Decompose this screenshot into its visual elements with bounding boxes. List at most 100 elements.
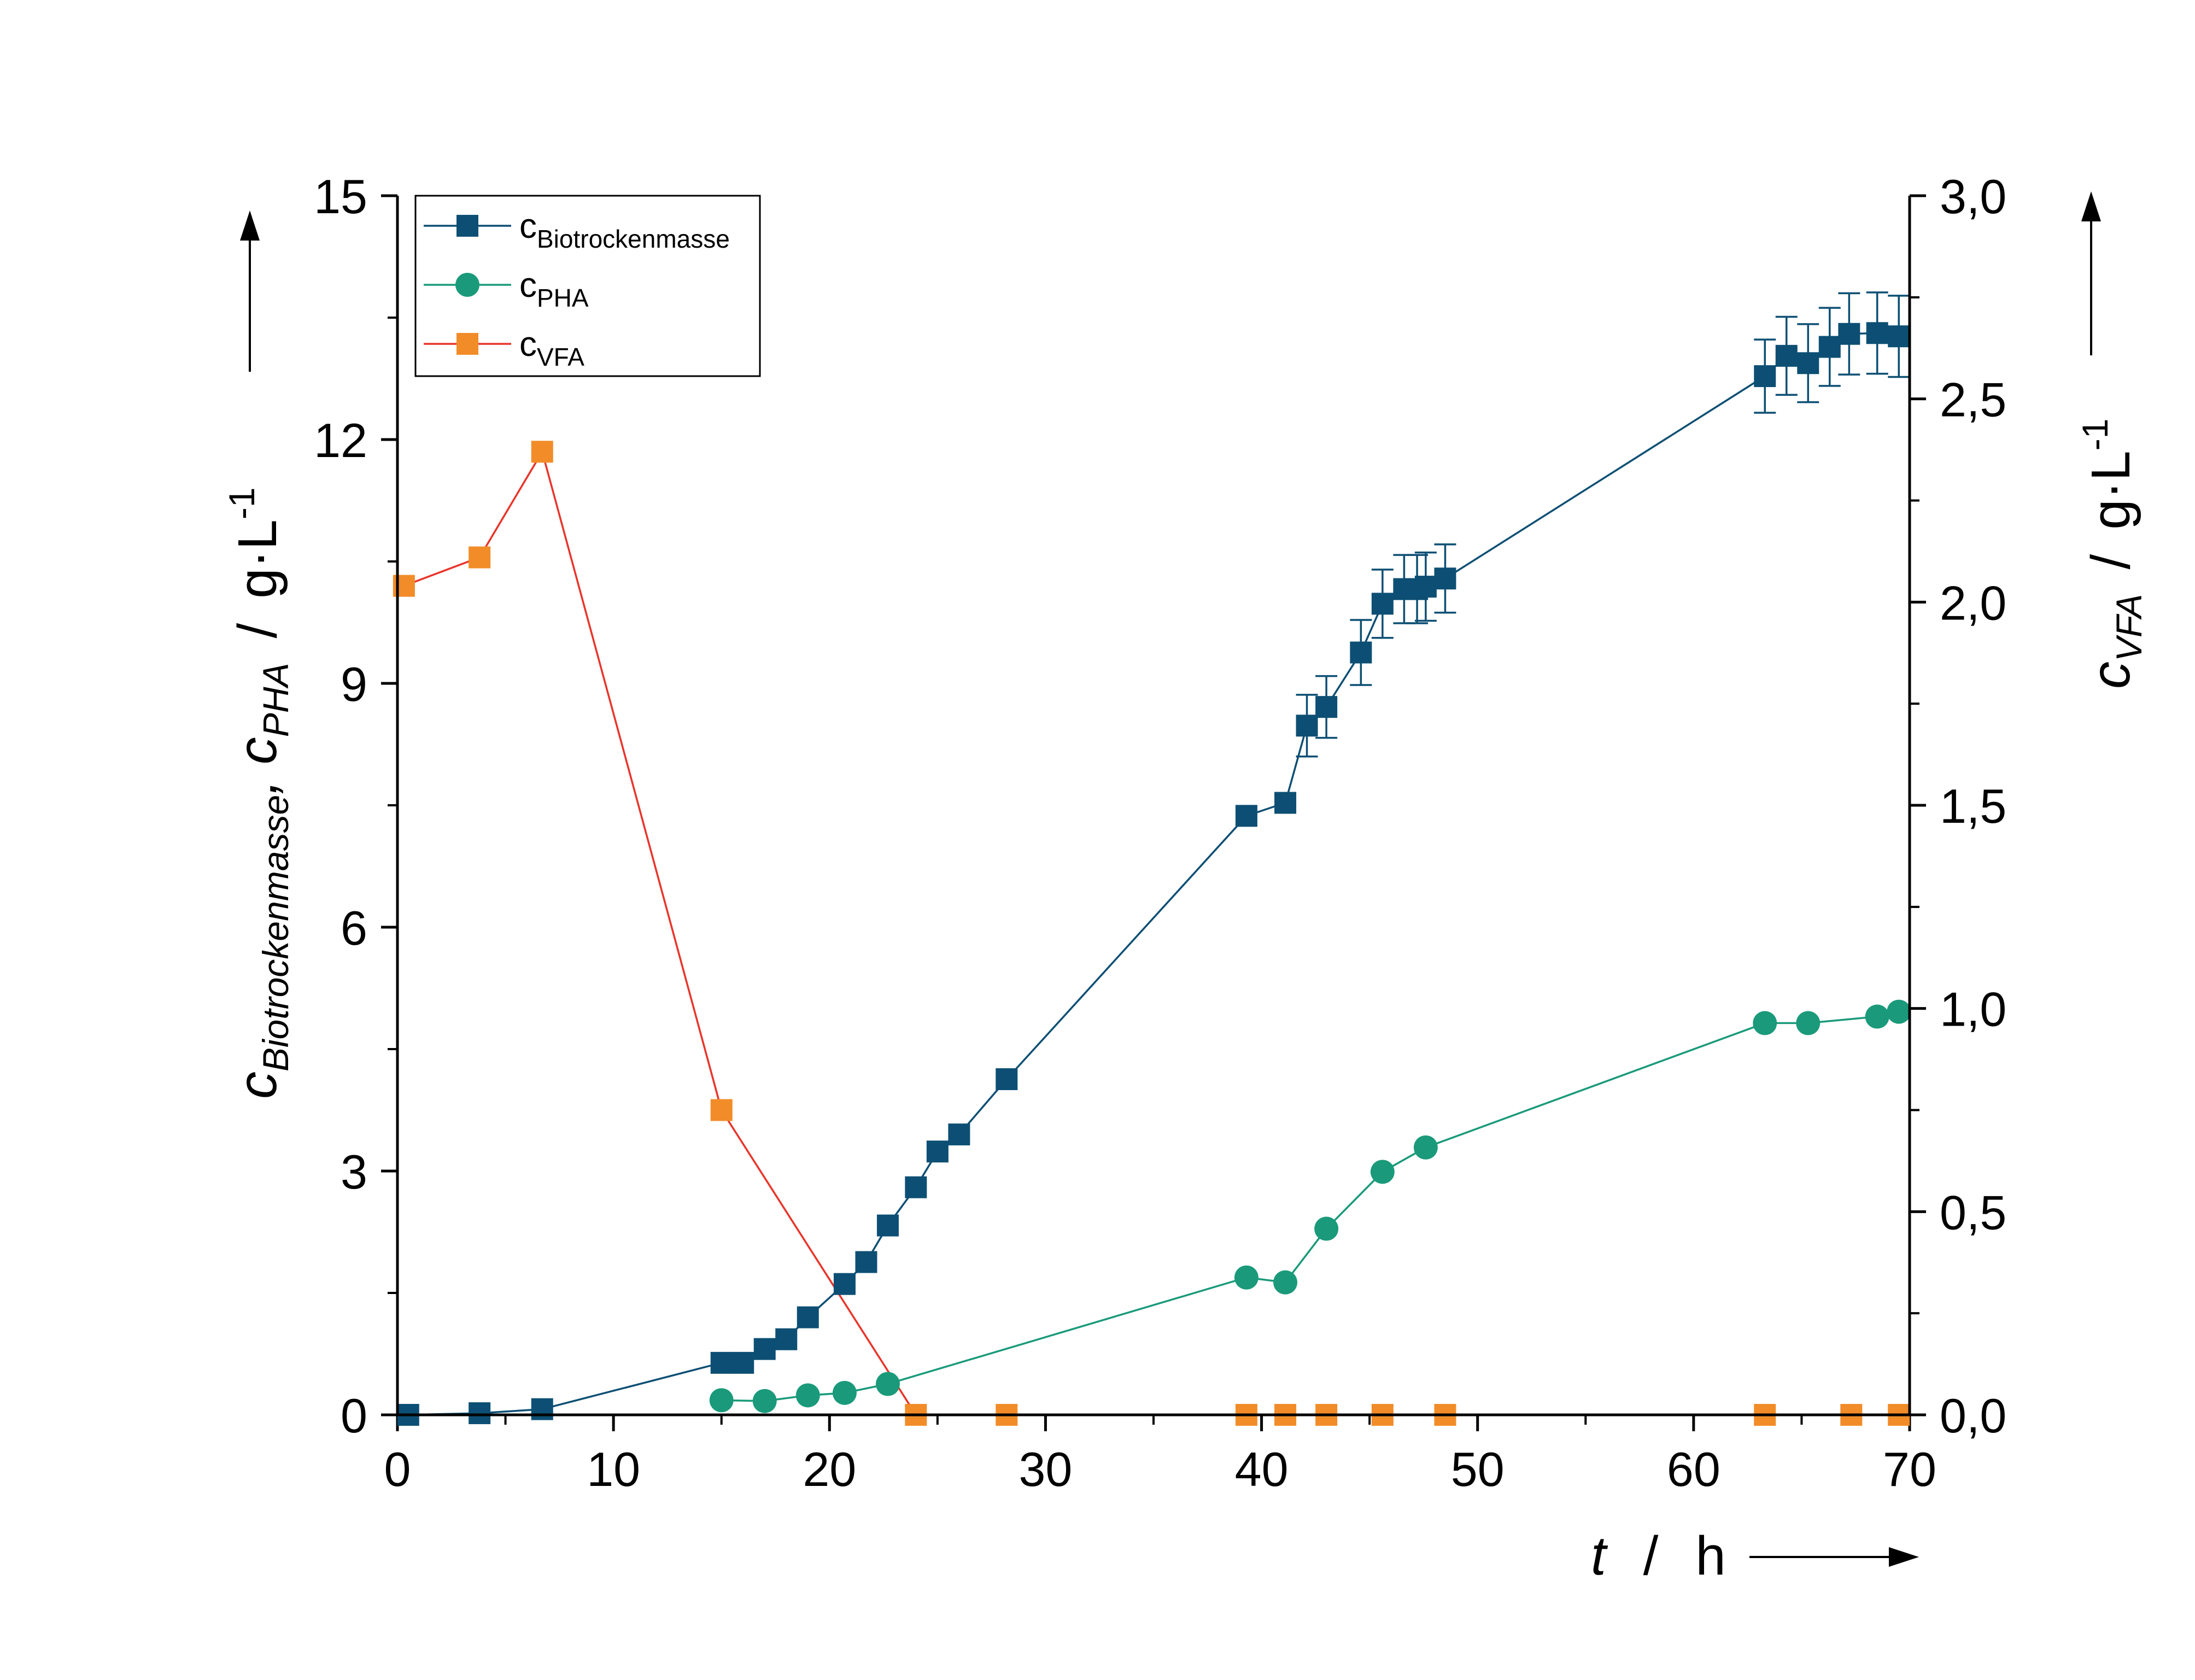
data-point-biotrockenmasse (1274, 792, 1297, 814)
data-point-pha (1370, 1160, 1395, 1184)
tick-labels: 0 10 20 30 40 50 60 70 0 3 6 9 12 15 0,0 0,5 1,0 1,5 2,0 2,… (314, 169, 2006, 1496)
data-point-biotrockenmasse (775, 1328, 798, 1350)
legend-label-base: c (519, 265, 537, 305)
data-point-biotrockenmasse (710, 1351, 733, 1374)
y-left-tick-label: 12 (314, 413, 367, 467)
x-axis-title: t / h (1591, 1525, 1726, 1587)
x-tick-label: 50 (1451, 1442, 1505, 1496)
data-point-biotrockenmasse (797, 1306, 819, 1328)
y-right-arrow-head (2081, 191, 2101, 221)
y-left-unit: g·L (227, 519, 288, 599)
data-point-pha (1753, 1011, 1777, 1035)
x-axis-unit: h (1695, 1525, 1726, 1587)
y-right-tick-label: 0,5 (1940, 1185, 2006, 1239)
legend-label-base: c (519, 206, 537, 245)
data-point-biotrockenmasse (531, 1398, 553, 1420)
y-left-sub2: PHA (255, 663, 296, 737)
legend-label-sub: VFA (537, 343, 584, 371)
data-point-pha (752, 1389, 777, 1413)
data-point-pha (709, 1388, 734, 1413)
x-tick-label: 0 (384, 1442, 411, 1496)
y-right-tick-label: 1,5 (1940, 779, 2006, 833)
x-arrow-head (1889, 1547, 1919, 1567)
data-point-biotrockenmasse (996, 1068, 1018, 1091)
y-right-separator: / (2080, 554, 2141, 570)
legend-label: cPHA (519, 265, 589, 312)
axis-ticks (381, 194, 1926, 1431)
data-point-pha (1314, 1216, 1339, 1241)
y-axis-right-arrow (2081, 191, 2101, 355)
y-right-tick-label: 3,0 (1940, 169, 2006, 224)
y-right-sub: VFA (2109, 594, 2149, 662)
legend-label-sub: Biotrockenmasse (537, 225, 730, 253)
data-point-biotrockenmasse (948, 1123, 970, 1146)
data-point-biotrockenmasse (469, 1402, 491, 1425)
y-left-unit-exp: -1 (221, 487, 262, 519)
legend-marker (455, 273, 479, 297)
y-left-tick-label: 9 (341, 657, 367, 711)
y-left-tick-label: 6 (341, 901, 367, 955)
y-right-tick-label: 2,0 (1940, 576, 2006, 630)
legend-label: cBiotrockenmasse (519, 206, 730, 253)
data-point-biotrockenmasse (1775, 344, 1798, 367)
data-point-biotrockenmasse (905, 1176, 927, 1198)
x-tick-label: 10 (587, 1442, 640, 1496)
data-point-biotrockenmasse (1797, 352, 1819, 374)
x-tick-label: 60 (1667, 1442, 1720, 1496)
data-point-pha (1413, 1135, 1438, 1160)
data-point-pha (795, 1383, 820, 1408)
data-point-biotrockenmasse (1371, 593, 1394, 615)
y-axis-right-title: cVFA / g·L-1 (2075, 419, 2149, 689)
y-right-unit-exp: -1 (2075, 419, 2115, 451)
data-point-pha (1887, 999, 1911, 1024)
data-point-pha (1234, 1265, 1259, 1290)
data-point-biotrockenmasse (753, 1338, 776, 1360)
x-tick-label: 20 (803, 1442, 856, 1496)
y-right-tick-label: 1,0 (1940, 982, 2006, 1037)
data-point-pha (832, 1380, 857, 1405)
y-left-var2: c (227, 737, 288, 764)
y-axis-left-title: cBiotrockenmasse, cPHA/g·L-1 (221, 487, 296, 1099)
data-point-biotrockenmasse (1235, 805, 1257, 827)
data-point-biotrockenmasse (1296, 715, 1318, 737)
x-axis-variable: t (1591, 1525, 1608, 1587)
data-point-biotrockenmasse (1350, 641, 1372, 664)
data-point-biotrockenmasse (1838, 323, 1860, 345)
y-left-tick-label: 0 (341, 1389, 367, 1443)
data-point-biotrockenmasse (1888, 325, 1910, 348)
x-axis-separator: / (1643, 1525, 1659, 1587)
legend-label-sub: PHA (537, 284, 589, 312)
data-point-pha (1865, 1004, 1889, 1029)
y-left-tick-label: 3 (341, 1145, 367, 1199)
legend-label-base: c (519, 324, 537, 364)
data-point-biotrockenmasse (926, 1140, 949, 1163)
x-tick-label: 40 (1235, 1442, 1289, 1496)
data-point-biotrockenmasse (855, 1251, 877, 1273)
data-point-biotrockenmasse (1866, 322, 1888, 344)
x-tick-label: 70 (1883, 1442, 1936, 1496)
data-point-pha (875, 1372, 900, 1396)
x-axis-arrow (1749, 1547, 1919, 1567)
legend-marker (456, 333, 478, 355)
y-left-comma: , (227, 764, 288, 795)
y-right-tick-label: 2,5 (1940, 373, 2006, 427)
y-left-tick-label: 15 (314, 169, 367, 224)
y-left-separator: / (227, 623, 288, 638)
y-left-sub1: Biotrockenmasse (255, 795, 296, 1072)
y-right-unit: g·L (2080, 450, 2141, 530)
data-point-biotrockenmasse (1754, 365, 1776, 388)
data-point-biotrockenmasse (1315, 696, 1338, 718)
data-point-biotrockenmasse (1818, 336, 1841, 358)
data-point-biotrockenmasse (876, 1214, 899, 1237)
y-right-tick-label: 0,0 (1940, 1389, 2006, 1443)
x-tick-label: 30 (1019, 1442, 1072, 1496)
data-point-biotrockenmasse (1434, 567, 1456, 590)
data-point-vfa (710, 1099, 733, 1121)
data-point-vfa (469, 546, 491, 569)
data-point-pha (1273, 1270, 1298, 1295)
legend-label: cVFA (519, 324, 584, 371)
data-point-vfa (531, 441, 553, 463)
